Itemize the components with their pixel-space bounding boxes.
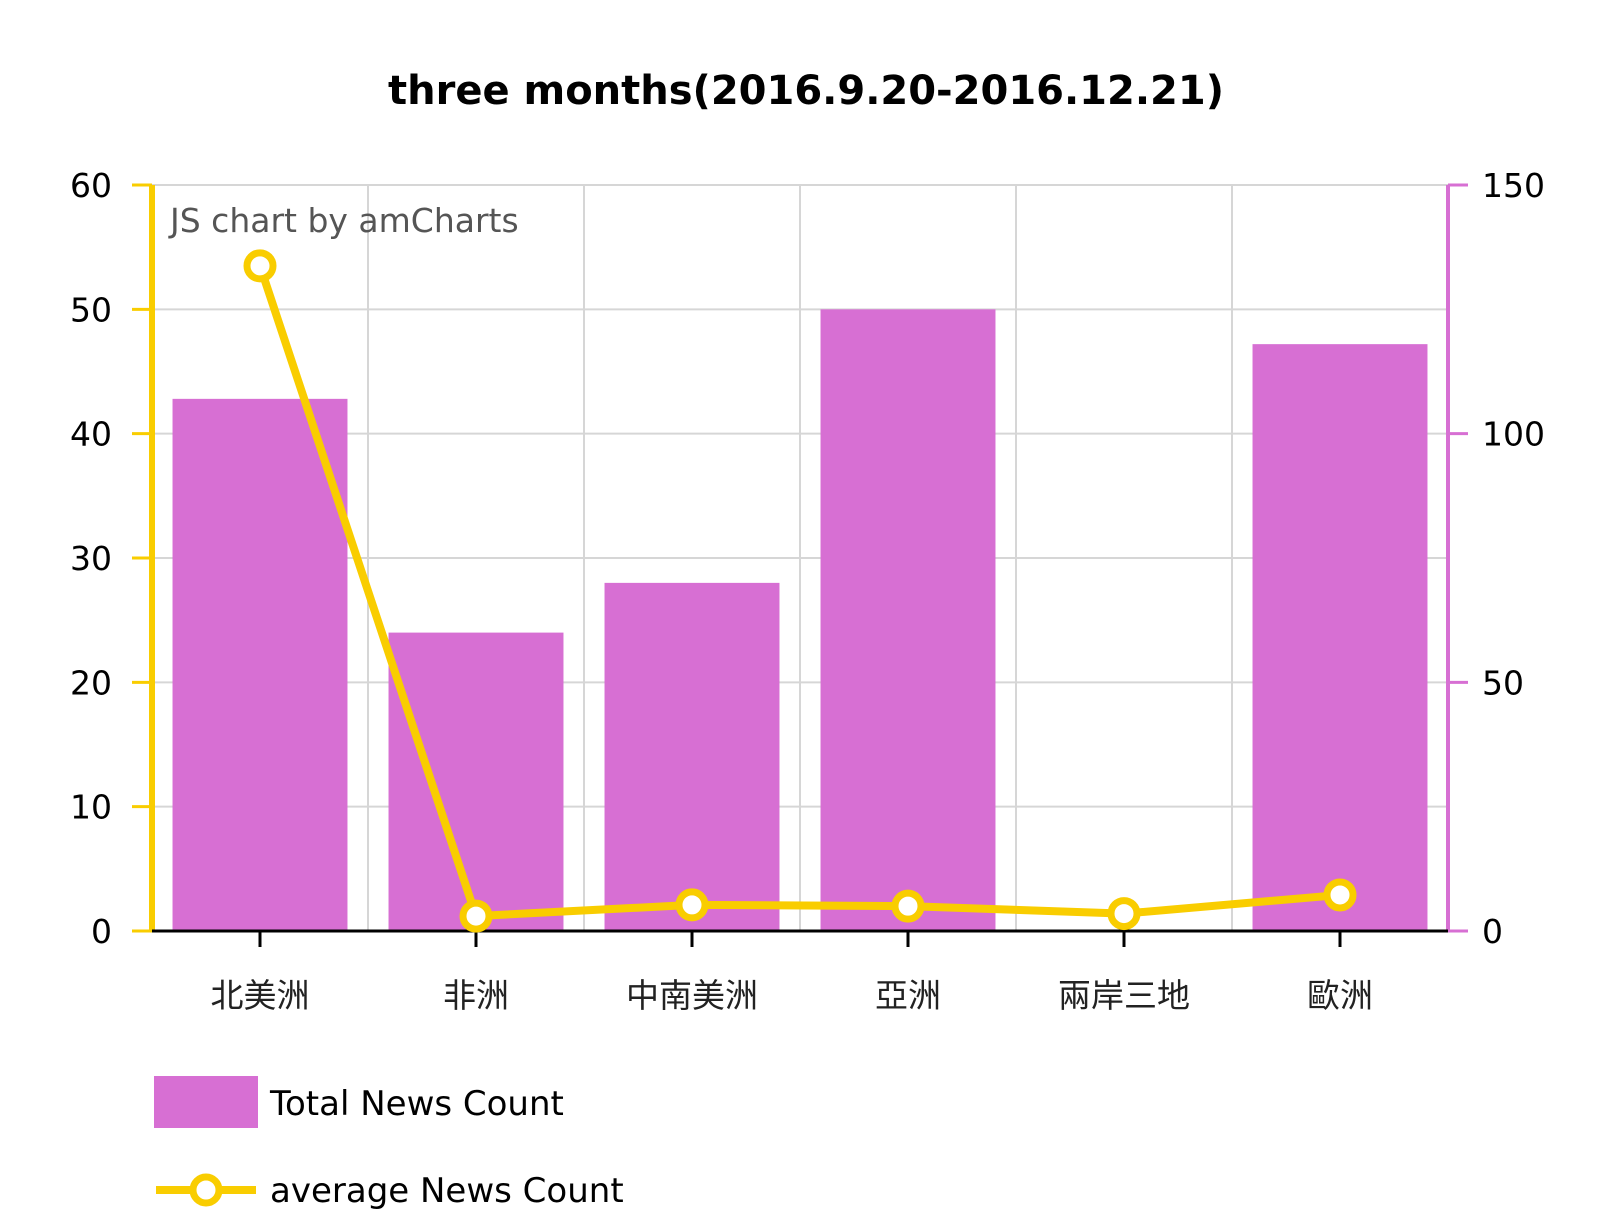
x-axis-category-label: 歐洲 xyxy=(1307,976,1373,1015)
chart-credit: JS chart by amCharts xyxy=(168,201,519,240)
x-axis-category-label: 亞洲 xyxy=(875,976,941,1015)
bar xyxy=(172,398,348,931)
bar xyxy=(388,632,564,931)
left-axis-tick-label: 50 xyxy=(70,290,112,329)
left-axis-tick-label: 60 xyxy=(70,166,112,205)
bar xyxy=(604,582,780,931)
bar xyxy=(820,309,996,931)
x-axis-category-label: 非洲 xyxy=(443,976,509,1015)
right-axis-tick-label: 0 xyxy=(1482,912,1503,951)
bar-series xyxy=(172,309,1428,931)
line-point xyxy=(675,888,709,922)
left-axis-tick-label: 20 xyxy=(70,663,112,702)
left-axis-tick-label: 0 xyxy=(91,912,112,951)
left-axis-tick-label: 40 xyxy=(70,415,112,454)
x-axis-category-label: 兩岸三地 xyxy=(1058,976,1190,1015)
line-path xyxy=(256,264,1341,921)
legend-label-total-news-count: Total News Count xyxy=(269,1084,564,1124)
right-axis-tick-label: 150 xyxy=(1482,166,1545,205)
left-axis-tick-label: 30 xyxy=(70,539,112,578)
legend-swatch-total-news-count xyxy=(154,1076,258,1128)
legend: Total News Count average News Count xyxy=(154,1076,624,1211)
x-axis-category-label: 北美洲 xyxy=(211,976,310,1015)
line-point xyxy=(243,249,277,283)
legend-swatch-marker xyxy=(189,1173,223,1207)
right-axis-tick-label: 100 xyxy=(1482,415,1545,454)
line-series xyxy=(243,249,1357,933)
x-axis-category-label: 中南美洲 xyxy=(626,976,758,1015)
line-point xyxy=(459,899,493,933)
legend-label-average-news-count: average News Count xyxy=(270,1171,624,1211)
chart-title: three months(2016.9.20-2016.12.21) xyxy=(388,68,1224,114)
axes: 0 10 20 30 40 50 60 0 50 100 150 北美洲 非洲 中南美洲 亞洲 兩岸三地 歐洲 xyxy=(70,166,1545,1015)
bar xyxy=(1252,344,1428,931)
right-axis-tick-label: 50 xyxy=(1482,663,1524,702)
line-point xyxy=(1107,897,1141,931)
left-axis-tick-label: 10 xyxy=(70,788,112,827)
line-point xyxy=(1323,878,1357,912)
line-point xyxy=(891,889,925,923)
